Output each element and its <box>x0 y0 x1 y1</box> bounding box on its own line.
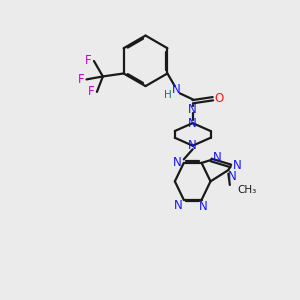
Text: F: F <box>88 85 95 98</box>
Text: N: N <box>199 200 208 213</box>
Text: N: N <box>227 170 236 183</box>
Text: N: N <box>172 83 181 96</box>
Text: N: N <box>173 156 182 169</box>
Text: F: F <box>78 73 85 86</box>
Text: F: F <box>85 55 92 68</box>
Text: N: N <box>188 103 197 116</box>
Text: N: N <box>213 151 221 164</box>
Text: N: N <box>233 159 242 172</box>
Text: O: O <box>215 92 224 105</box>
Text: N: N <box>188 117 197 130</box>
Text: N: N <box>188 139 197 152</box>
Text: H: H <box>164 90 171 100</box>
Text: N: N <box>173 199 182 212</box>
Text: CH₃: CH₃ <box>237 185 256 195</box>
